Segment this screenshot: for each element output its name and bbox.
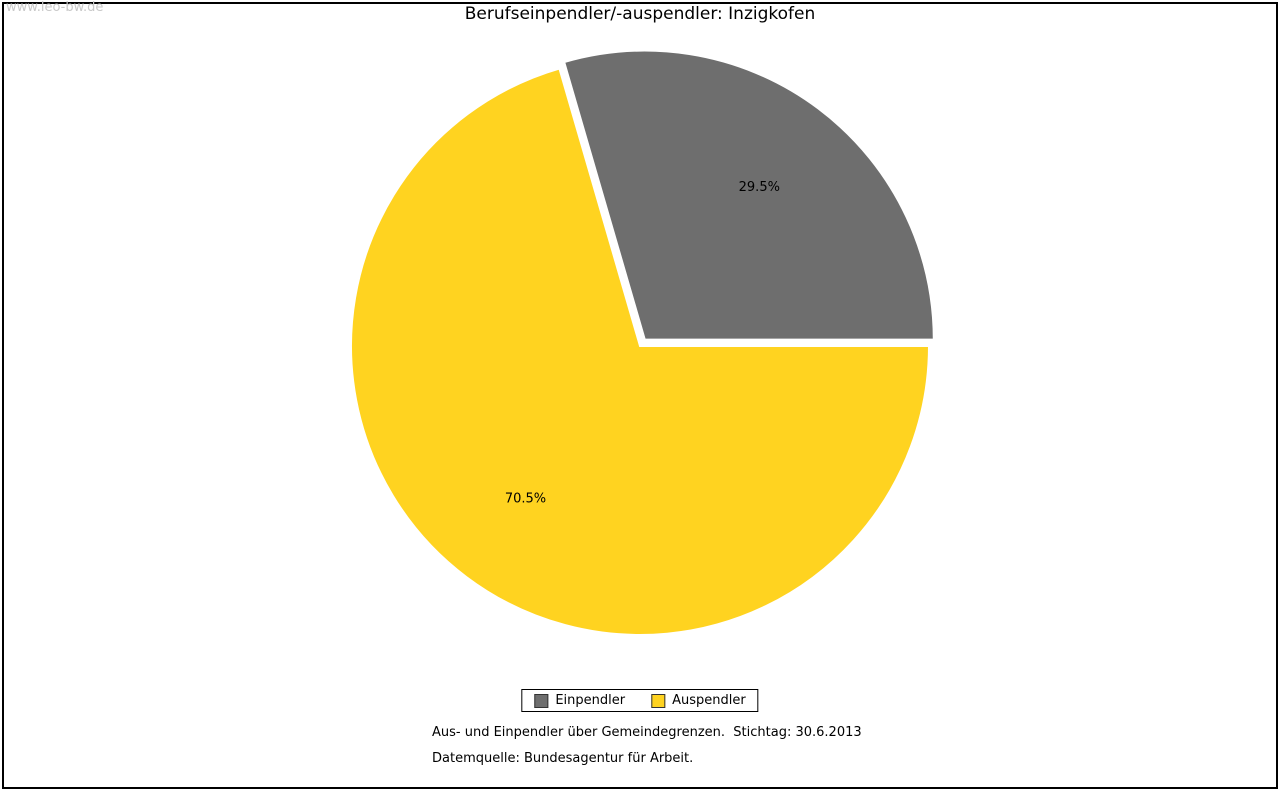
watermark: www.leo-bw.de: [6, 0, 104, 15]
legend-item-einpendler: Einpendler: [534, 693, 625, 708]
pie-slice-auspendler: [350, 67, 931, 636]
pie-slice-einpendler: [562, 49, 935, 341]
pie-label-einpendler: 29.5%: [739, 180, 780, 195]
pie-label-auspendler: 70.5%: [505, 492, 546, 507]
footer-note-source-date: Aus- und Einpendler über Gemeindegrenzen…: [432, 725, 862, 740]
legend-swatch-auspendler: [651, 693, 666, 708]
footer: Aus- und Einpendler über Gemeindegrenzen…: [432, 725, 862, 767]
page-title: Berufseinpendler/-auspendler: Inzigkofen: [464, 4, 816, 24]
legend: Einpendler Auspendler: [521, 689, 759, 712]
legend-label-auspendler: Auspendler: [672, 693, 746, 708]
footer-note-data-source: Datemquelle: Bundesagentur für Arbeit.: [432, 751, 694, 766]
legend-swatch-einpendler: [534, 693, 549, 708]
legend-label-einpendler: Einpendler: [555, 693, 626, 708]
legend-item-auspendler: Auspendler: [651, 693, 746, 708]
